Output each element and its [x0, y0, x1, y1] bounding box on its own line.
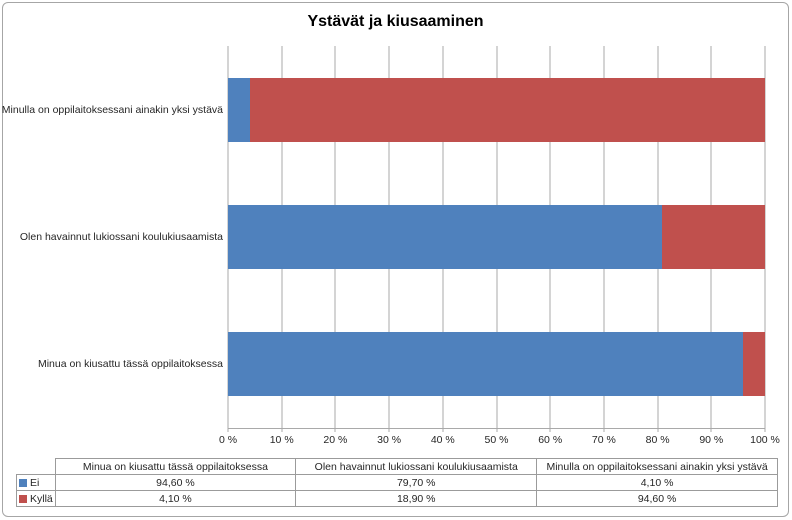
x-axis-tick-label: 70 % — [591, 434, 616, 446]
x-axis-tick-label: 60 % — [538, 434, 563, 446]
stacked-bar — [228, 77, 765, 142]
bars — [228, 46, 765, 428]
x-axis-tick-label: 80 % — [645, 434, 670, 446]
data-table-value-cell: 4,10 % — [536, 474, 778, 491]
category-label: Minulla on oppilaitoksessani ainakin yks… — [1, 103, 223, 116]
stacked-bar — [228, 204, 765, 269]
category-axis-labels: Minulla on oppilaitoksessani ainakin yks… — [1, 46, 223, 428]
x-axis-line — [228, 428, 765, 429]
data-table-value-cell: 94,60 % — [54, 474, 297, 491]
bar-segment-kylla — [742, 332, 765, 397]
plot-area — [227, 46, 766, 432]
bar-segment-kylla — [662, 204, 765, 269]
data-table-value-cell: 94,60 % — [536, 490, 778, 507]
data-table-row: Ei 94,60 % 79,70 % 4,10 % — [16, 474, 778, 491]
x-axis-tick-labels: 0 % 10 % 20 % 30 % 40 % 50 % 60 % 70 % 80 % 90 % 1… — [219, 434, 780, 448]
data-table-column-header: Minua on kiusattu tässä oppilaitoksessa — [54, 458, 297, 475]
bar-segment-ei — [228, 77, 251, 142]
data-table-value-cell: 4,10 % — [54, 490, 297, 507]
legend-swatch-ei — [19, 478, 27, 487]
x-axis-tick-label: 50 % — [484, 434, 509, 446]
bar-segment-kylla — [250, 77, 765, 142]
chart-title: Ystävät ja kiusaaminen — [307, 13, 484, 30]
x-axis-tick-label: 30 % — [377, 434, 402, 446]
stacked-bar — [228, 332, 765, 397]
data-table-row: Kyllä 4,10 % 18,90 % 94,60 % — [16, 490, 778, 507]
x-axis-tick-label: 10 % — [269, 434, 294, 446]
x-axis-tick-label: 90 % — [699, 434, 724, 446]
legend-swatch-kylla — [19, 494, 27, 503]
category-label: Olen havainnut lukiossani koulukiusaamis… — [19, 230, 223, 243]
category-label: Minua on kiusattu tässä oppilaitoksessa — [37, 358, 223, 371]
legend-cell-kylla: Kyllä — [16, 490, 56, 507]
data-table-column-header: Minulla on oppilaitoksessani ainakin yks… — [536, 458, 778, 475]
data-table-value-cell: 79,70 % — [295, 474, 538, 491]
gridline — [764, 46, 766, 432]
bar-segment-ei — [228, 332, 743, 397]
x-axis-tick-label: 0 % — [218, 434, 238, 446]
legend-label: Kyllä — [30, 492, 53, 505]
category-band — [228, 173, 765, 300]
x-axis-tick-label: 20 % — [323, 434, 348, 446]
data-table-column-header: Olen havainnut lukiossani koulukiusaamis… — [295, 458, 538, 475]
legend-label: Ei — [30, 476, 40, 489]
data-table: Minua on kiusattu tässä oppilaitoksessa O… — [16, 458, 778, 507]
category-band — [228, 46, 765, 173]
bar-segment-ei — [228, 204, 663, 269]
category-band — [228, 301, 765, 428]
legend-cell-ei: Ei — [16, 474, 56, 491]
data-table-corner-cell — [17, 459, 56, 475]
data-table-value-cell: 18,90 % — [295, 490, 538, 507]
x-axis-tick-label: 40 % — [430, 434, 455, 446]
x-axis-tick-label: 100 % — [750, 434, 780, 446]
data-table-header-row: Minua on kiusattu tässä oppilaitoksessa O… — [17, 458, 778, 475]
